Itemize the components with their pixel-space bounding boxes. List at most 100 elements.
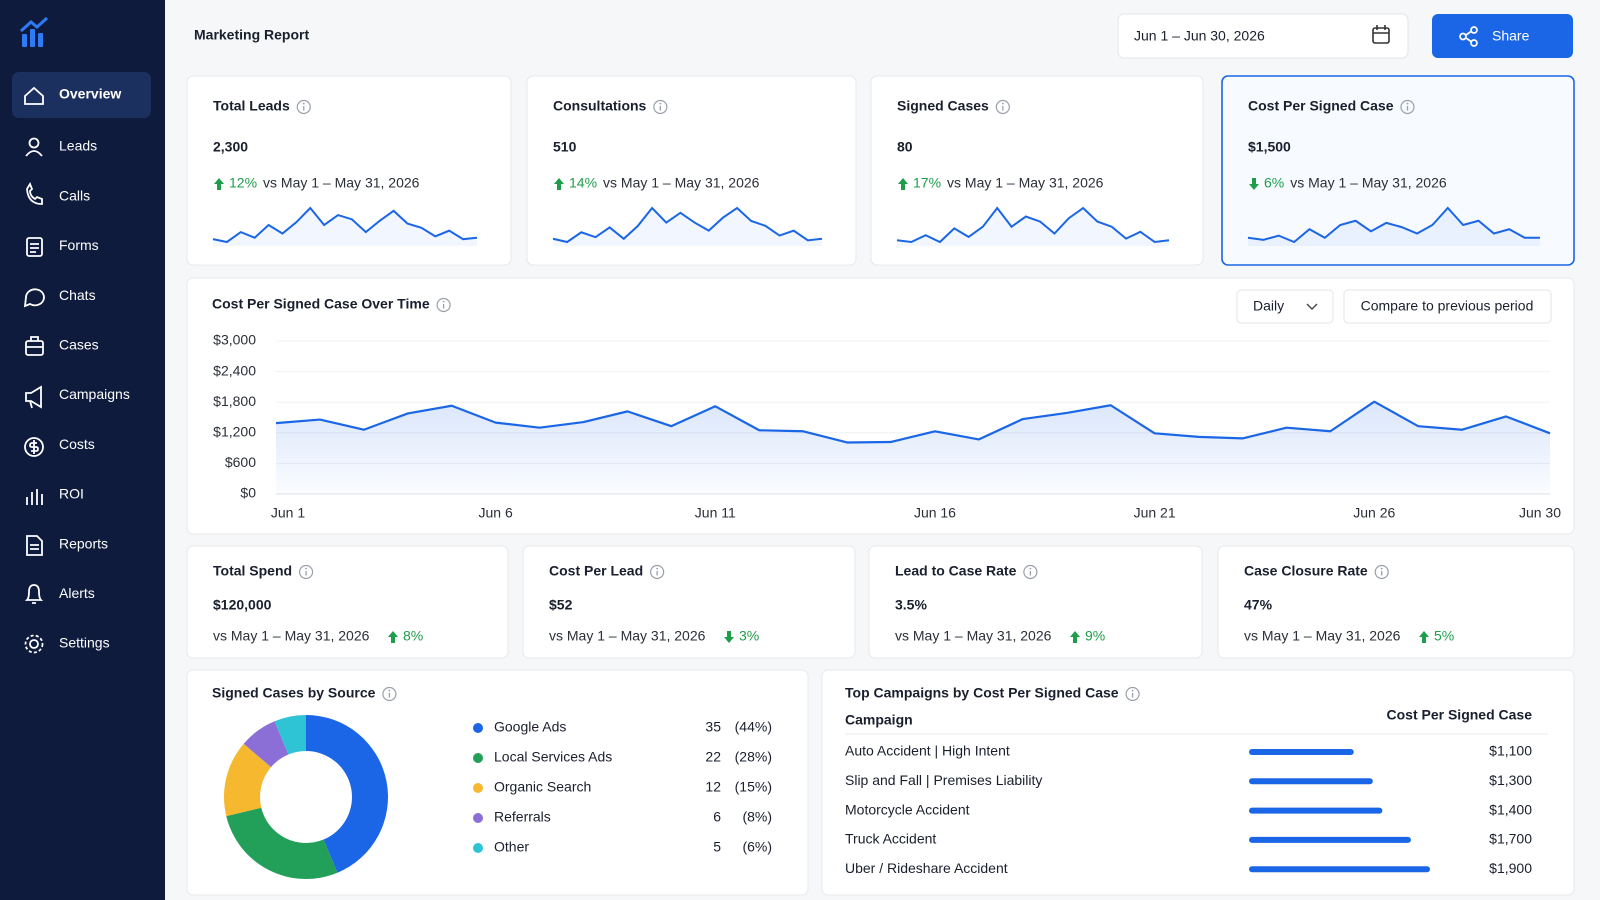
share-label[interactable]: Share [1492,28,1530,44]
info-icon [382,686,397,702]
icon-megaphone [25,385,42,409]
dropdown[interactable] [1236,289,1334,324]
sparkline-area [213,208,477,246]
column-header: Cost Per Signed Case [1387,707,1533,723]
legend-dot [473,843,483,853]
donut-slice [226,807,338,879]
kpi-comparison: vs May 1 – May 31, 2026 [1290,175,1447,191]
icon-dollar [29,440,39,454]
x-tick-label: Jun 26 [1353,505,1395,521]
info-icon-dot [1029,567,1032,570]
legend-dot [473,783,483,793]
compare-button[interactable] [1343,289,1552,324]
nav-item[interactable]: Alerts [59,585,95,601]
icon-chat [23,288,45,308]
info-icon-dot [1380,567,1383,570]
kpi-comparison: vs May 1 – May 31, 2026 [603,175,760,191]
date-range[interactable]: Jun 1 – Jun 30, 2026 [1134,28,1265,44]
legend-label: Organic Search [494,779,591,795]
card [1217,545,1575,659]
trend-arrow [388,631,398,643]
y-tick-label: $1,200 [213,424,256,440]
kpi-title: Consultations [553,98,647,114]
icon-case-lines [26,336,43,348]
trend-arrow [724,631,734,643]
compare-label[interactable]: Compare to previous period [1361,298,1534,314]
card [1221,75,1575,266]
sparkline-area [897,208,1169,246]
icon-bell [24,584,44,604]
nav-item[interactable]: ROI [59,486,84,502]
column-header: Campaign [845,712,913,728]
dropdown-label[interactable]: Daily [1253,298,1284,314]
icon-form-lines [30,243,39,253]
bar-value: $1,400 [1489,801,1532,817]
trend-arrow [1419,631,1429,643]
y-tick-label: $0 [240,485,256,501]
share-button[interactable] [1432,14,1573,58]
icon-case [25,340,44,356]
campaign-name: Motorcycle Accident [845,801,970,817]
info-icon [436,297,451,313]
nav-item[interactable]: Overview [59,86,121,102]
info-icon [1125,686,1140,702]
line-area [276,401,1550,494]
nav-item[interactable]: Leads [59,138,97,154]
nav-item[interactable]: Chats [59,287,96,303]
chart-title: Cost Per Signed Case Over Time [212,296,430,312]
x-tick-label: Jun 6 [479,505,513,521]
card [186,75,512,266]
kpi-value: 80 [897,139,913,155]
icon-form [26,237,43,257]
kpi-change: 6% [1264,175,1284,191]
legend-percent: (28%) [735,749,772,765]
metric-change: 8% [403,628,423,644]
card [870,75,1204,266]
campaign-name: Auto Accident | High Intent [845,743,1010,759]
sparkline [1247,206,1540,244]
info-icon [296,99,311,115]
nav-item[interactable]: Calls [59,187,90,203]
trend-arrow [214,178,224,190]
nav-item[interactable]: Reports [59,535,108,551]
nav-item[interactable]: Cases [59,337,99,353]
legend-dot [473,753,483,763]
chart-title: Top Campaigns by Cost Per Signed Case [845,685,1119,701]
kpi-comparison: vs May 1 – May 31, 2026 [263,175,420,191]
icon-user [28,137,40,149]
nav-item[interactable]: Settings [59,635,110,651]
chart-title: Signed Cases by Source [212,685,376,701]
metric-value: 47% [1244,597,1273,613]
kpi-comparison: vs May 1 – May 31, 2026 [947,175,1104,191]
x-tick-label: Jun 11 [695,505,736,521]
nav-item[interactable]: Campaigns [59,386,130,402]
kpi-value: $1,500 [1248,139,1291,155]
sparkline [552,206,823,244]
trend-arrow [1249,178,1259,190]
x-tick-label: Jun 16 [914,505,956,521]
info-icon-dot [305,567,307,570]
kpi-title: Cost Per Signed Case [1248,98,1394,114]
nav-item[interactable]: Costs [59,436,95,452]
metric-title: Lead to Case Rate [895,563,1017,579]
metric-title: Cost Per Lead [549,563,643,579]
kpi-value: 510 [553,139,577,155]
icon-roi [26,489,43,505]
date-picker[interactable] [1117,13,1409,59]
icon-gear-teeth [24,634,44,654]
y-tick-label: $3,000 [213,332,256,348]
bar [1249,807,1383,814]
info-icon [653,99,668,115]
nav-item[interactable]: Forms [59,237,99,253]
info-icon-dot [659,102,662,105]
legend-label: Other [494,839,529,855]
bar-value: $1,700 [1489,831,1532,847]
campaign-name: Slip and Fall | Premises Liability [845,772,1042,788]
metric-title: Total Spend [213,563,292,579]
campaign-name: Uber / Rideshare Accident [845,860,1008,876]
donut-slice [224,743,272,817]
x-tick-label: Jun 21 [1134,505,1176,521]
info-icon-dot [1406,102,1409,105]
metric-comparison: vs May 1 – May 31, 2026 [1244,628,1401,644]
